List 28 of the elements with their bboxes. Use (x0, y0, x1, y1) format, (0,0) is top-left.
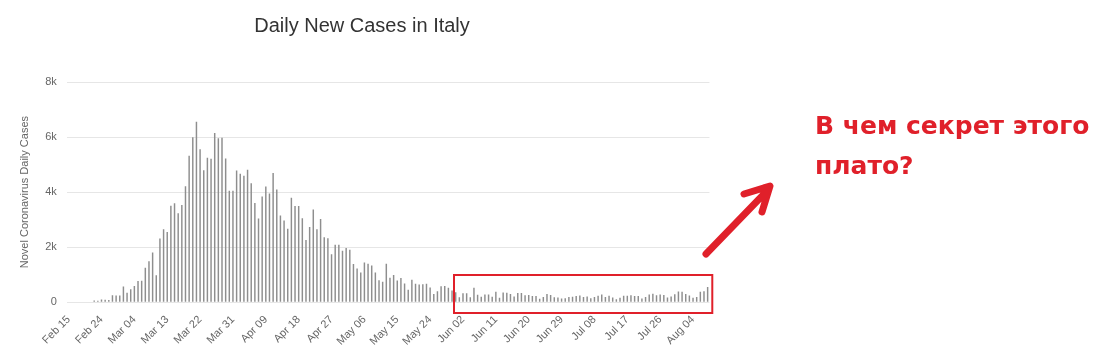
x-tick-label: Jul 17 (601, 312, 631, 343)
y-tick-label: 8k (45, 75, 58, 88)
x-tick-label: Apr 18 (270, 312, 303, 345)
y-tick-label: 4k (45, 185, 58, 198)
chart-title: Daily New Cases in Italy (254, 13, 470, 36)
x-tick-label: Apr 27 (303, 312, 336, 345)
x-tick-label: Feb 24 (72, 312, 106, 346)
x-tick-label: Jul 26 (634, 312, 664, 343)
x-tick-label: Jun 29 (533, 312, 566, 345)
x-tick-label: May 24 (399, 312, 434, 347)
x-tick-label: Jun 02 (434, 312, 467, 345)
y-tick-label: 2k (45, 240, 58, 253)
x-tick-label: May 15 (366, 312, 401, 347)
x-tick-label: Mar 31 (203, 312, 237, 346)
x-tick-label: Apr 09 (237, 312, 270, 345)
x-tick-label: Mar 04 (105, 312, 138, 346)
x-tick-label: Feb 15 (39, 312, 73, 346)
x-tick-label: Jun 20 (500, 312, 533, 345)
text: В чем секрет этого плато? (815, 110, 1091, 182)
x-tick-label: Mar 22 (170, 312, 204, 346)
x-tick-label: May 06 (333, 312, 368, 347)
x-tick-label: Mar 13 (138, 312, 171, 346)
x-tick-label: Aug 04 (663, 312, 697, 347)
y-axis-title: Novel Coronavirus Daily Cases (17, 115, 30, 269)
y-tick-label: 6k (45, 130, 58, 143)
y-tick-label: 0 (50, 295, 57, 308)
x-tick-label: Jun 11 (468, 312, 500, 345)
x-tick-label: Jul 08 (568, 312, 598, 343)
